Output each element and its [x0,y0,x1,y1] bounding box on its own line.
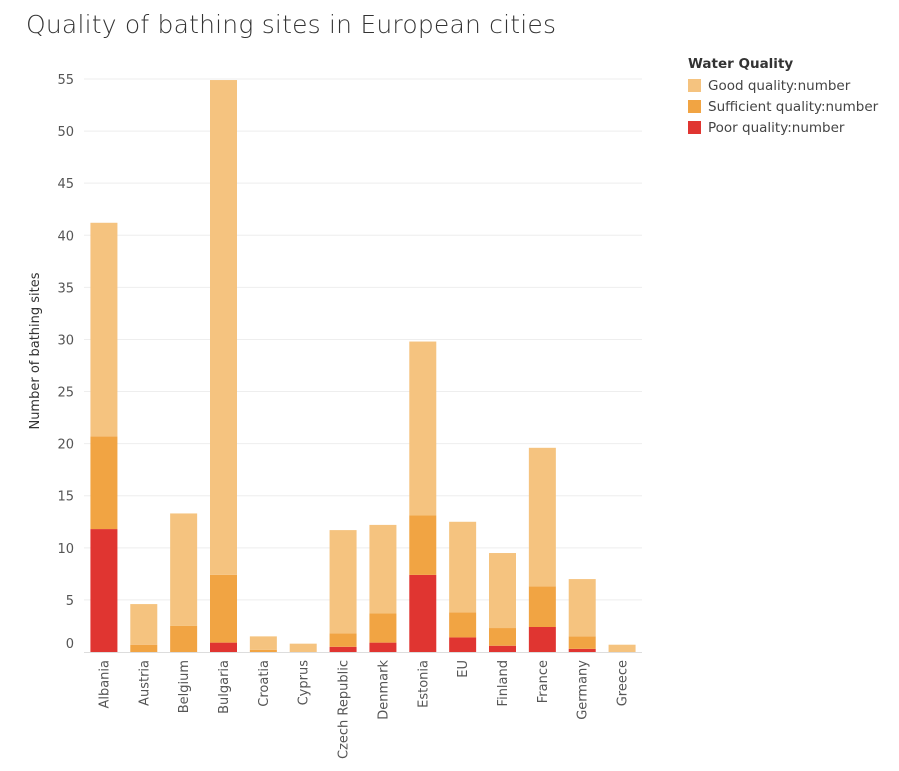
bar-sufficient[interactable] [449,612,477,638]
bar-good[interactable] [369,524,397,614]
bar-poor[interactable] [90,529,118,652]
x-tick-label: Albania [97,660,112,709]
legend-swatch-sufficient [688,100,701,113]
bar-poor[interactable] [528,626,556,652]
bar-good[interactable] [289,643,317,652]
legend-label-poor: Poor quality:number [708,119,845,136]
bar-good[interactable] [449,521,477,613]
legend-item-good[interactable]: Good quality:number [688,75,878,96]
bar-poor[interactable] [210,642,237,652]
bar-sufficient[interactable] [568,636,596,649]
legend-item-poor[interactable]: Poor quality:number [688,117,878,138]
bar-sufficient[interactable] [409,515,437,575]
x-tick-label: Estonia [416,660,431,708]
x-tick-label: Cyprus [297,660,312,706]
bar-good[interactable] [130,604,158,645]
y-tick-label: 5 [66,594,74,609]
bars [90,80,636,652]
y-tick-label: 25 [57,386,74,401]
y-axis-ticks: 0 5 10 15 20 25 30 35 40 45 50 55 [57,73,74,652]
bar-good[interactable] [528,447,556,587]
y-tick-label: 35 [57,281,74,296]
chart-title: Quality of bathing sites in European cit… [26,10,557,39]
y-tick-label: 0 [66,637,74,652]
bar-sufficient[interactable] [90,436,118,530]
legend: Water Quality Good quality:number Suffic… [688,56,878,138]
bar-good[interactable] [249,636,277,650]
legend-label-sufficient: Sufficient quality:number [708,98,879,115]
bar-sufficient[interactable] [210,574,237,643]
x-tick-label: France [536,660,551,703]
legend-title: Water Quality [688,56,794,72]
bar-sufficient[interactable] [249,649,277,652]
x-tick-label: Finland [496,660,511,706]
legend-label-good: Good quality:number [708,77,851,94]
bar-poor[interactable] [568,648,596,652]
bar-poor[interactable] [369,642,397,652]
y-tick-label: 30 [57,333,74,348]
bar-sufficient[interactable] [329,633,357,647]
y-tick-label: 40 [57,229,74,244]
bar-poor[interactable] [489,645,516,652]
y-tick-label: 50 [57,125,74,140]
bar-sufficient[interactable] [130,644,158,652]
x-tick-label: Croatia [257,660,272,707]
bar-good[interactable] [329,530,357,634]
bar-good[interactable] [210,80,237,575]
bar-poor[interactable] [409,574,437,652]
x-tick-label: Belgium [177,660,192,713]
bar-sufficient[interactable] [369,613,397,643]
y-axis-label: Number of bathing sites [28,272,43,429]
y-tick-label: 10 [57,542,74,557]
x-tick-label: Czech Republic [337,660,352,759]
x-tick-label: Bulgaria [217,660,232,714]
grid-lines [84,78,642,653]
y-tick-label: 20 [57,438,74,453]
y-tick-label: 15 [57,490,74,505]
y-tick-label: 45 [57,177,74,192]
bar-poor[interactable] [329,646,357,652]
bar-good[interactable] [170,513,198,626]
x-tick-label: Austria [137,660,152,706]
bar-sufficient[interactable] [489,628,516,646]
y-tick-label: 55 [57,73,74,88]
x-tick-label: Denmark [376,660,391,720]
legend-item-sufficient[interactable]: Sufficient quality:number [688,96,878,117]
bar-poor[interactable] [449,637,477,652]
bar-good[interactable] [489,553,516,629]
bar-good[interactable] [568,579,596,637]
bar-good[interactable] [608,644,636,652]
x-tick-label: Greece [616,660,631,706]
bar-sufficient[interactable] [528,586,556,627]
x-axis-ticks: Albania Austria Belgium Bulgaria Croatia Cypr… [97,660,630,759]
legend-swatch-good [688,79,701,92]
bar-good[interactable] [409,341,437,516]
x-tick-label: Germany [576,660,591,720]
legend-swatch-poor [688,121,701,134]
x-tick-label: EU [456,660,471,678]
bar-sufficient[interactable] [170,625,198,652]
bar-good[interactable] [90,222,118,437]
